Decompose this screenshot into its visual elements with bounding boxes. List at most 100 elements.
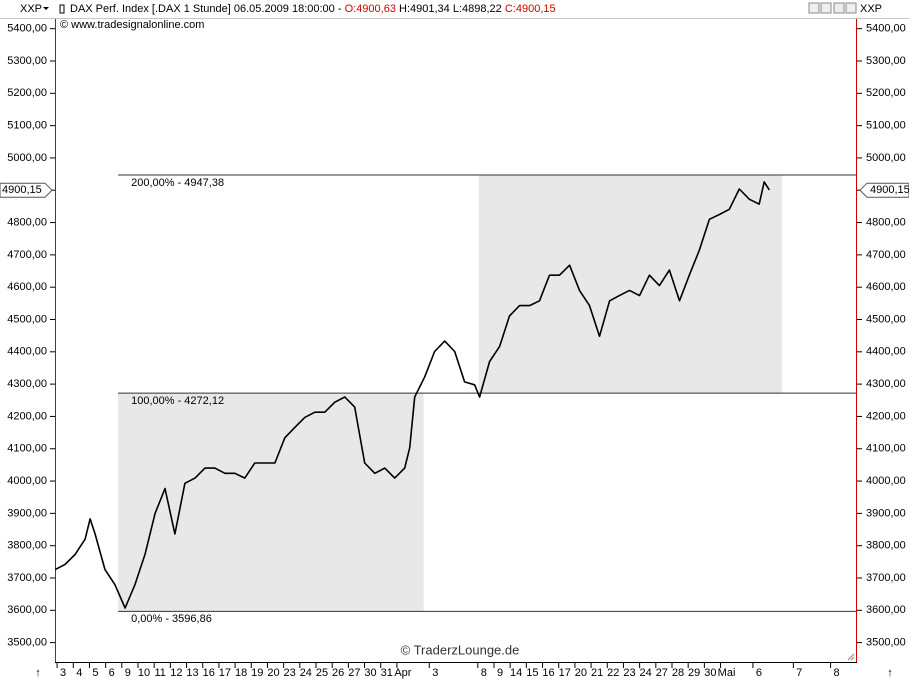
y2-tick-label: 4000,00 (866, 475, 906, 487)
scroll-arrow-right[interactable]: ↑ (887, 667, 893, 679)
x-tick-label: 20 (575, 667, 587, 679)
x-tick-label: 21 (591, 667, 603, 679)
x-tick-label: 24 (640, 667, 652, 679)
fib-label: 100,00% - 4272,12 (131, 395, 224, 407)
price-line (54, 181, 770, 609)
x-tick-label: Mai (718, 667, 736, 679)
x-tick-label: 30 (704, 667, 716, 679)
y2-tick-label: 5300,00 (866, 55, 906, 67)
y-tick-label: 4600,00 (7, 281, 47, 293)
x-tick-label: 16 (542, 667, 554, 679)
y2-tick-label: 4400,00 (866, 346, 906, 358)
x-tick-label: Apr (394, 667, 411, 679)
y2-tick-label: 4300,00 (866, 378, 906, 390)
y2-tick-label: 3900,00 (866, 507, 906, 519)
y-tick-label: 4100,00 (7, 443, 47, 455)
y2-tick-label: 3700,00 (866, 572, 906, 584)
x-tick-label: 20 (267, 667, 279, 679)
y2-tick-label: 4200,00 (866, 410, 906, 422)
y-tick-label: 5400,00 (7, 23, 47, 35)
y-tick-label: 3900,00 (7, 507, 47, 519)
x-tick-label: 8 (834, 667, 840, 679)
y-tick-label: 4400,00 (7, 346, 47, 358)
x-tick-label: 17 (559, 667, 571, 679)
x-tick-label: 3 (60, 667, 66, 679)
y2-tick-label: 5400,00 (866, 23, 906, 35)
nav-buttons (808, 2, 857, 14)
last-price-label-right: 4900,15 (870, 184, 909, 196)
dropdown-arrow[interactable] (43, 7, 49, 10)
x-tick-label: 3 (432, 667, 438, 679)
x-tick-label: 5 (92, 667, 98, 679)
last-price-tag-left (0, 182, 53, 198)
x-tick-label: 30 (364, 667, 376, 679)
fib-label: 0,00% - 3596,86 (131, 613, 212, 625)
x-tick-label: 27 (656, 667, 668, 679)
x-tick-label: 9 (497, 667, 503, 679)
x-tick-label: 16 (203, 667, 215, 679)
last-price-tag-right (859, 182, 909, 198)
y-tick-label: 3500,00 (7, 637, 47, 649)
y2-tick-label: 5100,00 (866, 120, 906, 132)
x-tick-label: 28 (672, 667, 684, 679)
y-tick-label: 4300,00 (7, 378, 47, 390)
x-tick-label: 24 (300, 667, 312, 679)
y2-tick-label: 3600,00 (866, 604, 906, 616)
nav-right[interactable] (820, 2, 832, 14)
x-tick-label: 8 (481, 667, 487, 679)
x-tick-label: 29 (688, 667, 700, 679)
y-tick-label: 4500,00 (7, 313, 47, 325)
y-tick-label: 5200,00 (7, 87, 47, 99)
y2-tick-label: 3800,00 (866, 540, 906, 552)
x-tick-label: 27 (348, 667, 360, 679)
y-tick-label: 5000,00 (7, 152, 47, 164)
y2-tick-label: 4800,00 (866, 216, 906, 228)
x-tick-label: 14 (510, 667, 522, 679)
x-tick-label: 18 (235, 667, 247, 679)
close: C:4900,15 (505, 3, 556, 15)
high: H:4901,34 (399, 3, 450, 15)
nav-left[interactable] (808, 2, 820, 14)
y-tick-label: 4800,00 (7, 216, 47, 228)
y-tick-label: 5100,00 (7, 120, 47, 132)
bar-icon (59, 4, 65, 14)
x-tick-label: 17 (219, 667, 231, 679)
y2-tick-label: 5200,00 (866, 87, 906, 99)
fib-zone (478, 174, 783, 394)
resize-grip[interactable] (847, 653, 855, 661)
symbol-right: XXP (860, 3, 882, 15)
x-tick-label: 19 (251, 667, 263, 679)
fib-label: 200,00% - 4947,38 (131, 177, 224, 189)
y2-tick-label: 4700,00 (866, 249, 906, 261)
symbol[interactable]: XXP (20, 3, 42, 15)
x-tick-label: 22 (607, 667, 619, 679)
y2-tick-label: 3500,00 (866, 637, 906, 649)
y2-tick-label: 5000,00 (866, 152, 906, 164)
x-tick-label: 9 (125, 667, 131, 679)
x-tick-label: 6 (109, 667, 115, 679)
x-tick-label: 15 (526, 667, 538, 679)
y-tick-label: 5300,00 (7, 55, 47, 67)
scroll-arrow-left[interactable]: ↑ (35, 667, 41, 679)
y-tick-label: 3700,00 (7, 572, 47, 584)
x-tick-label: 12 (170, 667, 182, 679)
fib-zone (118, 393, 424, 612)
y2-tick-label: 4500,00 (866, 313, 906, 325)
y-tick-label: 4700,00 (7, 249, 47, 261)
y-tick-label: 4000,00 (7, 475, 47, 487)
y2-tick-label: 4100,00 (866, 443, 906, 455)
y-tick-label: 4200,00 (7, 410, 47, 422)
x-tick-label: 25 (316, 667, 328, 679)
x-tick-label: 26 (332, 667, 344, 679)
x-tick-label: 4 (76, 667, 82, 679)
watermark: © TraderzLounge.de (401, 642, 520, 657)
nav-zoom[interactable] (833, 2, 845, 14)
open: O:4900,63 (345, 3, 396, 15)
copyright: © www.tradesignalonline.com (60, 19, 204, 31)
nav-close[interactable] (845, 2, 857, 14)
x-tick-label: 6 (756, 667, 762, 679)
x-tick-label: 10 (138, 667, 150, 679)
title-text: DAX Perf. Index [.DAX 1 Stunde] 06.05.20… (70, 3, 342, 15)
chart-title: DAX Perf. Index [.DAX 1 Stunde] 06.05.20… (70, 3, 556, 15)
